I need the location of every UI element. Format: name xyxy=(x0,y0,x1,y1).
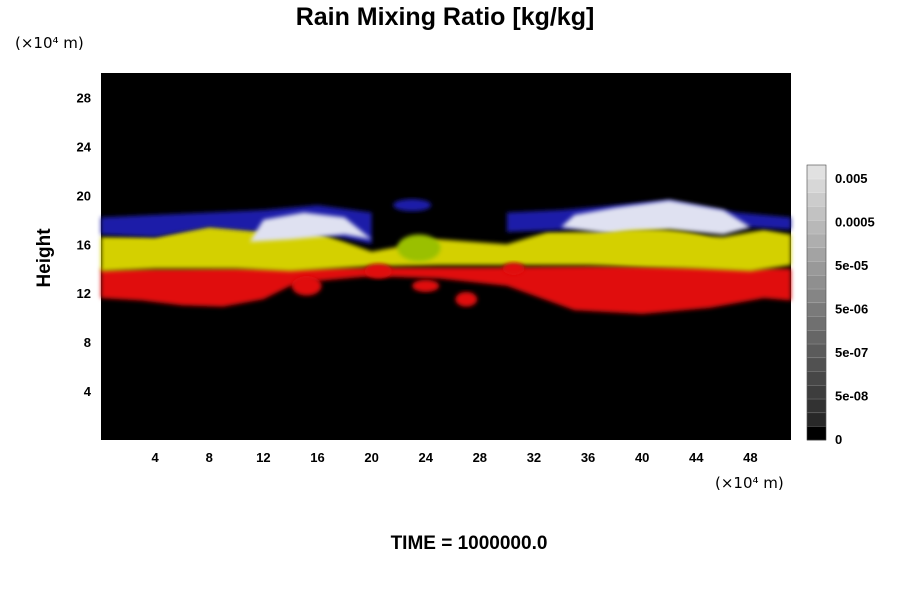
colorbar-swatch xyxy=(806,398,827,414)
y-tick-label: 24 xyxy=(77,139,92,154)
colorbar-swatch xyxy=(806,384,827,400)
colorbar-swatch xyxy=(806,412,827,427)
colorbar-swatch xyxy=(806,329,827,345)
x-tick-label: 32 xyxy=(527,450,541,465)
colorbar-swatch xyxy=(806,371,827,386)
colorbar-label: 5e-07 xyxy=(835,345,868,360)
precip-blob-5 xyxy=(397,234,441,262)
colorbar-swatch xyxy=(806,247,827,262)
colorbar-swatch xyxy=(806,164,827,180)
colorbar-swatch xyxy=(806,233,827,249)
y-tick-label: 8 xyxy=(84,335,91,350)
x-tick-label: 4 xyxy=(152,450,160,465)
y-tick-label: 12 xyxy=(77,286,91,301)
colorbar-label: 0 xyxy=(835,432,842,447)
chart-title: Rain Mixing Ratio [kg/kg] xyxy=(296,3,595,31)
x-tick-label: 28 xyxy=(473,450,487,465)
y-axis-label: Height xyxy=(34,228,55,288)
x-tick-label: 20 xyxy=(364,450,378,465)
precipitation-regions xyxy=(101,199,791,314)
precip-region-0 xyxy=(101,266,791,314)
time-label: TIME = 1000000.0 xyxy=(391,533,548,554)
precip-blob-4 xyxy=(502,262,525,275)
x-tick-label: 24 xyxy=(418,450,433,465)
y-tick-label: 4 xyxy=(84,384,92,399)
precip-blob-3 xyxy=(364,263,392,279)
precip-blob-2 xyxy=(412,279,440,292)
colorbar-swatch xyxy=(807,426,826,441)
plot-area xyxy=(101,73,791,440)
x-tick-label: 12 xyxy=(256,450,270,465)
precip-blob-6 xyxy=(393,199,432,212)
x-axis-unit: (×10⁴ m) xyxy=(715,474,784,492)
precip-blob-0 xyxy=(291,276,322,296)
colorbar-swatches xyxy=(806,164,827,441)
x-tick-label: 8 xyxy=(206,450,213,465)
colorbar-label: 5e-05 xyxy=(835,258,868,273)
colorbar-swatch xyxy=(806,357,827,372)
colorbar-swatch xyxy=(806,274,827,290)
y-axis-ticks: 4 8 12 16 20 24 28 xyxy=(77,90,92,399)
colorbar-label: 5e-08 xyxy=(835,389,868,404)
x-tick-label: 16 xyxy=(310,450,324,465)
precip-blob-7 xyxy=(581,229,717,264)
colorbar-label: 5e-06 xyxy=(835,302,868,317)
colorbar-swatch xyxy=(806,316,827,331)
x-tick-label: 40 xyxy=(635,450,649,465)
colorbar-label: 0.0005 xyxy=(835,215,875,230)
colorbar-label: 0.005 xyxy=(835,171,868,186)
y-tick-label: 28 xyxy=(77,90,91,105)
y-tick-label: 16 xyxy=(77,237,91,252)
precip-region-5 xyxy=(561,200,751,235)
colorbar-swatch xyxy=(806,206,827,221)
colorbar: 0.005 0.0005 5e-05 5e-06 5e-07 5e-08 0 xyxy=(806,164,875,447)
colorbar-swatch xyxy=(806,343,827,359)
y-tick-label: 20 xyxy=(77,188,91,203)
y-axis-unit: (×10⁴ m) xyxy=(15,34,84,52)
colorbar-swatch xyxy=(806,261,827,276)
precip-region-4 xyxy=(249,212,372,242)
colorbar-swatch xyxy=(806,178,827,194)
x-tick-label: 44 xyxy=(689,450,704,465)
colorbar-labels: 0.005 0.0005 5e-05 5e-06 5e-07 5e-08 0 xyxy=(835,171,875,447)
x-axis-ticks: 4 8 12 16 20 24 28 32 36 40 44 48 xyxy=(152,450,758,465)
colorbar-swatch xyxy=(806,219,827,235)
colorbar-frame xyxy=(806,164,827,441)
colorbar-swatch xyxy=(806,192,827,207)
colorbar-swatch xyxy=(806,288,827,304)
x-tick-label: 48 xyxy=(743,450,757,465)
x-tick-label: 36 xyxy=(581,450,595,465)
precip-blob-1 xyxy=(455,291,478,307)
colorbar-swatch xyxy=(806,302,827,317)
